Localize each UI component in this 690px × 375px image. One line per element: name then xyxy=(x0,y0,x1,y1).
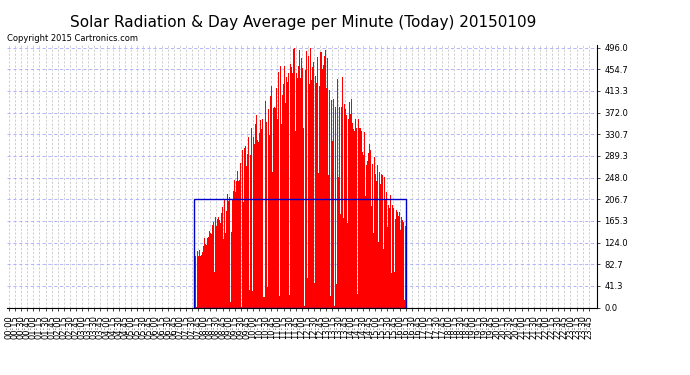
Text: Copyright 2015 Cartronics.com: Copyright 2015 Cartronics.com xyxy=(7,34,138,43)
Bar xyxy=(194,199,406,308)
Text: Median (W/m2): Median (W/m2) xyxy=(442,19,520,28)
Text: Radiation (W/m2): Radiation (W/m2) xyxy=(558,19,647,28)
Text: Solar Radiation & Day Average per Minute (Today) 20150109: Solar Radiation & Day Average per Minute… xyxy=(70,15,537,30)
